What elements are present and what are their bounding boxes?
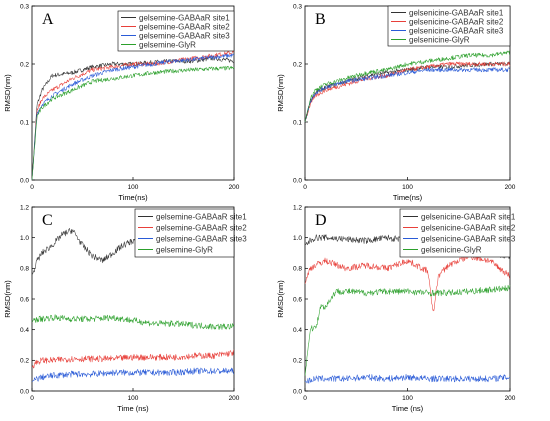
series-line-3 [304,373,511,384]
legend-label: gelsenicine-GlyR [409,35,470,44]
x-tick-label: 100 [402,395,413,402]
y-tick-label: 0.2 [293,61,302,68]
y-tick-label: 0.8 [293,266,302,273]
legend-label: gelsemine-GABAaR site2 [139,22,230,31]
y-axis-label: RMSD(nm) [3,280,12,318]
legend-label: gelsemine-GABAaR site3 [156,234,247,243]
x-tick-label: 0 [30,184,34,191]
series-line-4 [304,50,511,123]
series-line-2 [304,253,511,312]
x-tick-label: 0 [30,395,34,402]
y-axis-label: RMSD(nm) [3,74,12,112]
x-tick-label: 0 [303,184,307,191]
y-tick-label: 0.2 [20,61,29,68]
legend-label: gelsemine-GlyR [156,245,213,254]
legend: gelsenicine-GABAaR site1gelsenicine-GABA… [387,5,511,47]
legend-label: gelsemine-GABAaR site1 [139,13,230,22]
x-tick-label: 200 [505,395,516,402]
legend-label: gelsenicine-GABAaR site3 [409,26,504,35]
series-line-3 [31,53,235,181]
chart-panel-d: D 0.0 0.2 0.4 0.6 0.8 1.0 1.2 0 100 200 Time (ns) RM… [276,204,516,413]
legend-label: gelsenicine-GlyR [421,245,482,254]
x-axis-label: Time(ns) [118,193,148,202]
legend: gelsemine-GABAaR site1 gelsemine-GABAaR s… [134,208,247,258]
legend-label: gelsenicine-GABAaR site1 [409,8,504,17]
y-tick-label: 0.1 [293,119,302,126]
y-tick-label: 0.6 [293,296,302,303]
y-axis-label: RMSD(nm) [276,74,285,112]
y-tick-label: 0.0 [293,177,302,184]
y-tick-label: 0.8 [20,266,29,273]
legend-label: gelsenicine-GABAaR site2 [409,17,504,26]
series-line-1 [304,61,511,123]
y-tick-label: 1.0 [20,235,29,242]
chart-panel-b: B 0.0 0.1 0.2 0.3 0 100 200 Time(ns) RMSD(nm) gels… [276,3,516,202]
series-line-2 [304,61,511,123]
y-axis-label: RMSD(nm) [276,280,285,318]
x-tick-label: 200 [229,184,240,191]
legend-label: gelsenicine-GABAaR site1 [421,212,516,221]
y-tick-label: 0.0 [293,388,302,395]
legend-label: gelsemine-GlyR [139,40,196,49]
legend-label: gelsenicine-GABAaR site3 [421,234,516,243]
x-tick-label: 0 [303,395,307,402]
legend-box [399,208,511,258]
legend: gelsenicine-GABAaR site1 gelsenicine-GABA… [399,208,516,258]
y-tick-label: 0.3 [20,3,29,10]
series-line-4 [304,284,511,376]
x-tick-label: 100 [402,184,413,191]
panel-letter: A [42,11,54,28]
y-tick-label: 0.3 [293,3,302,10]
y-tick-label: 0.2 [293,358,302,365]
series-line-3 [31,367,235,383]
x-tick-label: 200 [229,395,240,402]
x-tick-label: 100 [128,395,139,402]
x-axis-label: Time (ns) [392,404,424,413]
series-line-2 [31,349,235,369]
y-tick-label: 0.2 [20,358,29,365]
legend-box [117,10,235,52]
series-line-4 [31,65,235,181]
chart-panel-c: C 0.0 0.2 0.4 0.6 0.8 1.0 1.2 0 100 200 Time (ns) RM… [3,204,247,413]
x-tick-label: 100 [128,184,139,191]
x-tick-label: 200 [505,184,516,191]
y-tick-label: 0.0 [20,177,29,184]
x-axis-label: Time(ns) [393,193,423,202]
y-tick-label: 0.6 [20,296,29,303]
series-line-3 [304,67,511,123]
y-tick-label: 0.1 [20,119,29,126]
x-axis-label: Time (ns) [117,404,149,413]
legend-label: gelsemine-GABAaR site3 [139,31,230,40]
panel-letter: D [315,212,327,229]
y-tick-label: 1.0 [293,235,302,242]
y-tick-label: 0.4 [293,327,302,334]
panel-letter: C [42,212,53,229]
y-tick-label: 1.2 [293,204,302,211]
legend-label: gelsemine-GABAaR site1 [156,212,247,221]
y-tick-label: 0.4 [20,327,29,334]
y-tick-label: 1.2 [20,204,29,211]
legend-label: gelsemine-GABAaR site2 [156,223,247,232]
series-line-1 [31,56,235,181]
series-line-4 [31,314,235,330]
chart-panel-a: A 0.0 0.1 0.2 0.3 0 100 200 Time(ns) RMSD(nm) gels… [3,3,240,202]
legend-box [387,5,511,47]
y-tick-label: 0.0 [20,388,29,395]
legend-label: gelsenicine-GABAaR site2 [421,223,516,232]
panel-letter: B [315,11,326,28]
